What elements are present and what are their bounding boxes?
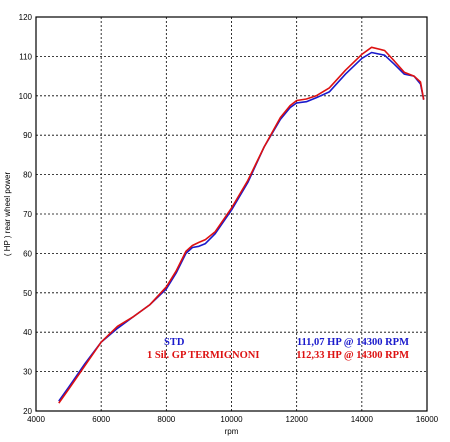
x-tick-label: 14000 <box>351 415 374 424</box>
y-tick-label: 50 <box>23 289 32 298</box>
series-line-termignoni <box>58 46 425 404</box>
x-tick-label: 16000 <box>416 415 439 424</box>
y-tick-labels: 20 30 40 50 60 70 80 90 100 110 120 <box>19 13 33 416</box>
x-tick-label: 10000 <box>220 415 243 424</box>
series-line-std <box>58 51 425 402</box>
series-lines <box>58 46 425 404</box>
x-tick-labels: 4000 6000 8000 10000 12000 14000 16000 <box>27 415 439 424</box>
y-tick-label: 90 <box>23 131 32 140</box>
y-tick-label: 20 <box>23 407 32 416</box>
y-tick-label: 30 <box>23 368 32 377</box>
legend-name-termignoni: 1 Sil. GP TERMIGNONI <box>147 350 259 361</box>
legend-peak-std: 111,07 HP @ 14300 RPM <box>297 337 409 348</box>
x-tick-label: 6000 <box>92 415 110 424</box>
y-tick-label: 80 <box>23 171 32 180</box>
y-tick-label: 100 <box>19 92 33 101</box>
grid <box>36 17 427 411</box>
y-tick-label: 110 <box>19 52 32 61</box>
y-axis-label: ( HP ) rear wheel power <box>3 172 12 257</box>
plot-frame <box>35 16 428 412</box>
x-tick-label: 12000 <box>286 415 309 424</box>
y-tick-label: 40 <box>23 328 32 337</box>
x-tick-label: 8000 <box>157 415 175 424</box>
y-tick-label: 120 <box>19 13 33 22</box>
x-axis-label: rpm <box>225 427 239 436</box>
x-tick-label: 4000 <box>27 415 45 424</box>
legend-name-std: STD <box>164 337 185 348</box>
y-tick-label: 60 <box>23 249 32 258</box>
y-tick-label: 70 <box>23 210 32 219</box>
legend: STD 111,07 HP @ 14300 RPM 1 Sil. GP TERM… <box>147 337 409 361</box>
legend-peak-termignoni: 112,33 HP @ 14300 RPM <box>296 350 409 361</box>
